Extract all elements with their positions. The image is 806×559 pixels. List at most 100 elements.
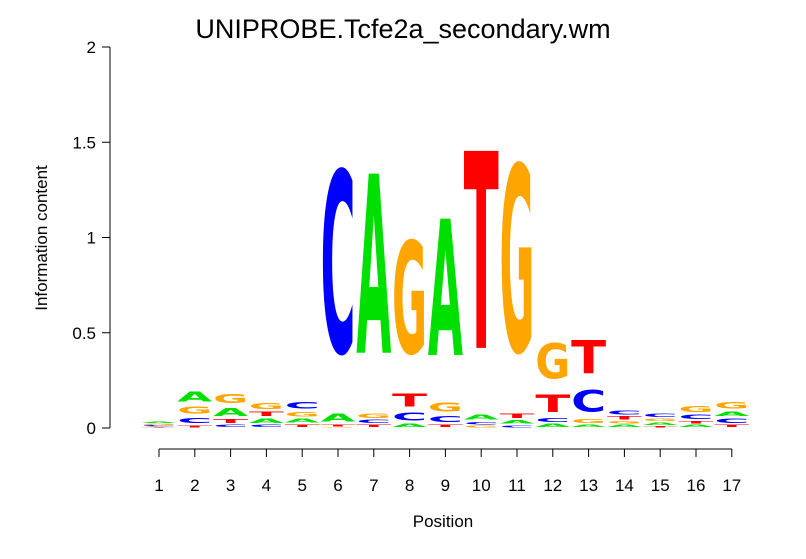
logo-letter-T: T: [464, 96, 499, 411]
logo-letter-T: T: [321, 424, 356, 427]
x-tick-label: 10: [472, 476, 491, 495]
logo-letter-C: C: [213, 424, 248, 428]
logo-letter-G: G: [356, 412, 391, 419]
y-tick-label: 2: [87, 38, 96, 57]
logo-letter-A: A: [643, 422, 678, 426]
logo-letter-T: T: [679, 420, 714, 424]
logo-letter-G: G: [249, 402, 284, 411]
x-tick-label: 15: [651, 476, 670, 495]
logo-letter-T: T: [714, 424, 749, 428]
logo-letter-A: A: [535, 423, 570, 428]
y-tick-label: 1: [87, 229, 96, 248]
logo-letter-A: A: [320, 412, 356, 424]
x-axis-label: Position: [413, 512, 473, 531]
logo-letter-C: C: [679, 414, 714, 421]
chart-title: UNIPROBE.Tcfe2a_secondary.wm: [195, 14, 610, 44]
logo-letter-C: C: [177, 416, 212, 425]
logo-letter-T: T: [643, 426, 678, 428]
logo-letter-A: A: [392, 423, 427, 428]
x-tick-label: 7: [369, 476, 378, 495]
logo-letter-A: A: [428, 183, 463, 400]
logo-letter-T: T: [535, 391, 571, 418]
logo-letter-A: A: [142, 421, 177, 423]
logo-letter-C: C: [285, 400, 320, 410]
logo-letter-A: A: [607, 424, 642, 428]
logo-letter-T: T: [356, 424, 391, 428]
logo-letter-C: C: [321, 123, 356, 412]
logo-letter-G: G: [285, 411, 320, 418]
logo-letter-G: G: [428, 400, 463, 414]
logo-letter-C: C: [643, 413, 678, 418]
logo-letter-A: A: [571, 424, 606, 428]
logo-letter-T: T: [500, 412, 535, 420]
logo-letter-G: G: [678, 405, 713, 414]
logo-letter-A: A: [285, 418, 320, 424]
logo-letter-C: C: [356, 419, 391, 424]
logo-letter-G: G: [607, 421, 642, 425]
logo-letter-C: C: [428, 414, 463, 424]
logo-letter-T: T: [607, 416, 642, 421]
logo-letter-A: A: [356, 125, 391, 412]
logo-letter-C: C: [464, 421, 499, 425]
logo-letter-A: A: [679, 424, 714, 428]
logo-letter-A: A: [500, 420, 535, 425]
logo-letter-T: T: [428, 424, 463, 428]
x-tick-label: 5: [297, 476, 306, 495]
logo-letter-T: T: [571, 332, 606, 385]
logo-letter-A: A: [177, 389, 212, 404]
logo-letter-C: C: [714, 418, 749, 425]
y-axis: 0 0.5 1 1.5 2: [72, 38, 111, 438]
logo-letter-G: G: [571, 419, 606, 425]
logo-letter-T: T: [249, 411, 284, 418]
x-tick-label: 4: [262, 476, 271, 495]
x-tick-label: 17: [722, 476, 741, 495]
logo-letter-C: C: [249, 424, 284, 428]
logo-letter-T: T: [285, 424, 320, 428]
logo-letter-C: C: [392, 411, 427, 423]
logo-letter-G: G: [500, 115, 535, 412]
y-tick-label: 0.5: [72, 324, 96, 343]
logo-letter-G: G: [643, 418, 678, 422]
x-tick-label: 1: [154, 476, 163, 495]
logo-letter-A: A: [249, 418, 284, 425]
logo-letter-G: G: [714, 401, 749, 411]
logo-letter-G: G: [213, 392, 248, 406]
x-tick-label: 3: [226, 476, 235, 495]
logo-letter-T: T: [177, 425, 212, 428]
logo-letter-G: G: [321, 427, 356, 428]
logo-letter-G: G: [392, 210, 427, 390]
logo-letter-A: A: [213, 406, 249, 418]
logo-stacks: TCGATCGACTAGCATGTAGCGTACTCGAACTGTCGAGCAT…: [142, 96, 750, 428]
x-tick-label: 12: [543, 476, 562, 495]
logo-letter-A: A: [714, 411, 749, 418]
logo-letter-A: A: [464, 413, 499, 422]
y-tick-label: 1.5: [72, 133, 96, 152]
logo-letter-G: G: [142, 423, 177, 425]
logo-letter-G: G: [177, 405, 212, 416]
x-tick-label: 8: [405, 476, 414, 495]
x-tick-label: 13: [579, 476, 598, 495]
logo-letter-T: T: [392, 390, 427, 411]
x-tick-label: 16: [687, 476, 706, 495]
logo-letter-G: G: [464, 425, 499, 428]
logo-letter-C: C: [571, 385, 606, 419]
logo-letter-T: T: [142, 427, 177, 428]
y-tick-label: 0: [87, 419, 96, 438]
